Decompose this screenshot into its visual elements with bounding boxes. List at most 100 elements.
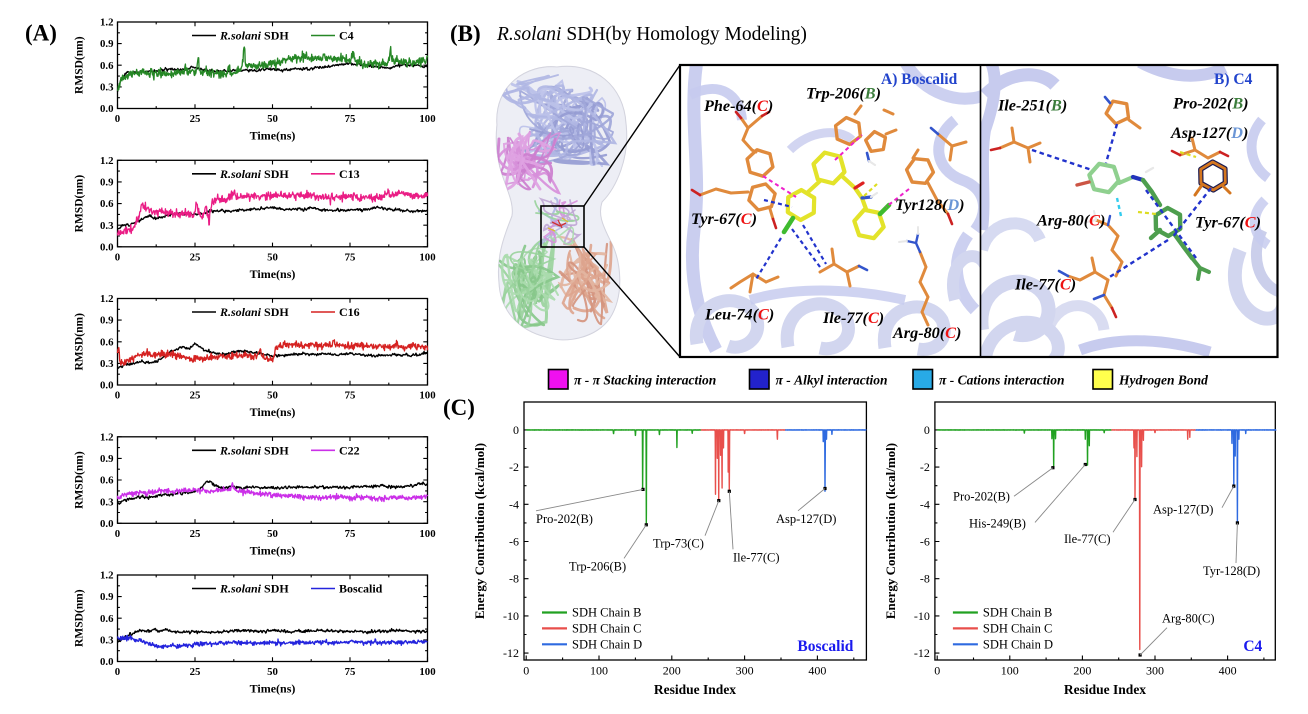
svg-text:100: 100 xyxy=(590,664,608,678)
svg-text:-4: -4 xyxy=(920,497,930,511)
svg-text:-10: -10 xyxy=(914,609,930,623)
svg-text:C4: C4 xyxy=(1243,638,1262,655)
svg-text:Energy Contribution (kcal/mol): Energy Contribution (kcal/mol) xyxy=(472,443,487,619)
svg-text:-8: -8 xyxy=(920,572,930,586)
svg-text:75: 75 xyxy=(345,390,356,402)
svg-text:0: 0 xyxy=(115,666,120,678)
svg-text:π - Alkyl interaction: π - Alkyl interaction xyxy=(776,373,888,388)
svg-text:π - Cations interaction: π - Cations interaction xyxy=(939,373,1065,388)
svg-text:400: 400 xyxy=(808,664,826,678)
svg-text:-12: -12 xyxy=(914,646,930,660)
svg-text:A) Boscalid: A) Boscalid xyxy=(881,71,958,88)
svg-text:50: 50 xyxy=(267,528,278,540)
svg-text:(C): (C) xyxy=(443,395,475,420)
svg-text:Trp-206(B): Trp-206(B) xyxy=(806,85,881,103)
svg-text:Ile-251(B): Ile-251(B) xyxy=(997,97,1067,115)
svg-text:Tyr-128(D): Tyr-128(D) xyxy=(1203,564,1260,578)
svg-text:π - π Stacking interaction: π - π Stacking interaction xyxy=(574,373,716,388)
svg-text:200: 200 xyxy=(1073,664,1091,678)
svg-text:Time(ns): Time(ns) xyxy=(250,267,296,281)
svg-text:-8: -8 xyxy=(509,572,519,586)
svg-text:(A): (A) xyxy=(25,21,57,46)
svg-text:R.solani SDH: R.solani SDH xyxy=(219,305,289,319)
svg-text:Ile-77(C): Ile-77(C) xyxy=(822,309,884,327)
svg-text:0.3: 0.3 xyxy=(100,220,114,232)
svg-text:1.2: 1.2 xyxy=(100,293,114,305)
svg-text:Leu-74(C): Leu-74(C) xyxy=(704,306,774,324)
svg-text:200: 200 xyxy=(663,664,681,678)
svg-text:(B): (B) xyxy=(450,21,481,46)
svg-text:0.3: 0.3 xyxy=(100,496,114,508)
svg-text:100: 100 xyxy=(419,251,435,263)
svg-text:25: 25 xyxy=(190,666,201,678)
svg-text:0: 0 xyxy=(115,528,120,540)
svg-text:RMSD(nm): RMSD(nm) xyxy=(74,313,86,371)
svg-text:300: 300 xyxy=(736,664,754,678)
svg-text:0: 0 xyxy=(115,113,120,125)
svg-text:Ile-77(C): Ile-77(C) xyxy=(1064,532,1111,546)
svg-text:Residue Index: Residue Index xyxy=(654,682,736,697)
svg-text:0.3: 0.3 xyxy=(100,635,114,647)
svg-text:-6: -6 xyxy=(920,535,930,549)
svg-text:0: 0 xyxy=(924,423,930,437)
svg-text:B) C4: B) C4 xyxy=(1214,71,1253,88)
svg-text:Asp-127(D): Asp-127(D) xyxy=(776,512,836,526)
svg-text:50: 50 xyxy=(267,113,278,125)
svg-text:-2: -2 xyxy=(509,460,519,474)
svg-text:SDH Chain C: SDH Chain C xyxy=(983,622,1052,636)
svg-text:SDH Chain C: SDH Chain C xyxy=(572,622,641,636)
svg-text:Arg-80(C): Arg-80(C) xyxy=(1036,212,1105,230)
svg-text:25: 25 xyxy=(190,528,201,540)
svg-text:25: 25 xyxy=(190,251,201,263)
svg-text:0.9: 0.9 xyxy=(100,315,114,327)
svg-text:SDH Chain D: SDH Chain D xyxy=(983,638,1053,652)
svg-text:R.solani SDH: R.solani SDH xyxy=(219,29,289,43)
svg-text:1.2: 1.2 xyxy=(100,431,114,443)
svg-text:-6: -6 xyxy=(509,535,519,549)
svg-text:SDH Chain B: SDH Chain B xyxy=(572,606,641,620)
svg-text:Time(ns): Time(ns) xyxy=(250,405,296,419)
svg-text:Time(ns): Time(ns) xyxy=(250,129,296,143)
svg-text:1.2: 1.2 xyxy=(100,17,114,29)
svg-text:0.0: 0.0 xyxy=(100,656,114,668)
svg-text:R.solani SDH(by Homology Model: R.solani SDH(by Homology Modeling) xyxy=(496,24,807,45)
svg-text:25: 25 xyxy=(190,390,201,402)
svg-text:0: 0 xyxy=(115,251,120,263)
svg-text:Arg-80(C): Arg-80(C) xyxy=(1162,612,1215,626)
svg-text:-10: -10 xyxy=(503,609,519,623)
svg-text:75: 75 xyxy=(345,113,356,125)
svg-text:300: 300 xyxy=(1146,664,1164,678)
svg-text:0.9: 0.9 xyxy=(100,453,114,465)
svg-text:0: 0 xyxy=(934,664,940,678)
svg-text:0: 0 xyxy=(513,423,519,437)
svg-text:Tyr128(D): Tyr128(D) xyxy=(895,196,965,214)
svg-text:0.6: 0.6 xyxy=(100,60,114,72)
svg-text:0.0: 0.0 xyxy=(100,241,114,253)
svg-text:-2: -2 xyxy=(920,460,930,474)
svg-text:Phe-64(C): Phe-64(C) xyxy=(703,97,773,115)
svg-text:100: 100 xyxy=(419,528,435,540)
svg-text:50: 50 xyxy=(267,251,278,263)
svg-text:Pro-202(B): Pro-202(B) xyxy=(536,512,593,526)
svg-text:Boscalid: Boscalid xyxy=(797,638,853,655)
svg-text:RMSD(nm): RMSD(nm) xyxy=(74,36,86,94)
svg-text:Pro-202(B): Pro-202(B) xyxy=(1172,95,1249,113)
svg-text:75: 75 xyxy=(345,528,356,540)
svg-text:Asp-127(D): Asp-127(D) xyxy=(1170,124,1248,142)
svg-text:Time(ns): Time(ns) xyxy=(250,682,296,696)
svg-text:100: 100 xyxy=(419,390,435,402)
svg-text:0.3: 0.3 xyxy=(100,82,114,94)
svg-text:Energy Contribution (kcal/mol): Energy Contribution (kcal/mol) xyxy=(883,443,898,619)
svg-text:0.3: 0.3 xyxy=(100,358,114,370)
svg-text:C16: C16 xyxy=(339,305,360,319)
svg-text:Boscalid: Boscalid xyxy=(339,582,383,596)
svg-text:0.6: 0.6 xyxy=(100,198,114,210)
svg-text:His-249(B): His-249(B) xyxy=(969,516,1026,530)
svg-text:C13: C13 xyxy=(339,167,360,181)
svg-text:0.9: 0.9 xyxy=(100,38,114,50)
svg-text:Ile-77(C): Ile-77(C) xyxy=(1014,276,1076,294)
svg-text:Arg-80(C): Arg-80(C) xyxy=(892,324,961,342)
svg-text:Residue Index: Residue Index xyxy=(1064,682,1146,697)
svg-text:0.0: 0.0 xyxy=(100,518,114,530)
svg-text:100: 100 xyxy=(1001,664,1019,678)
